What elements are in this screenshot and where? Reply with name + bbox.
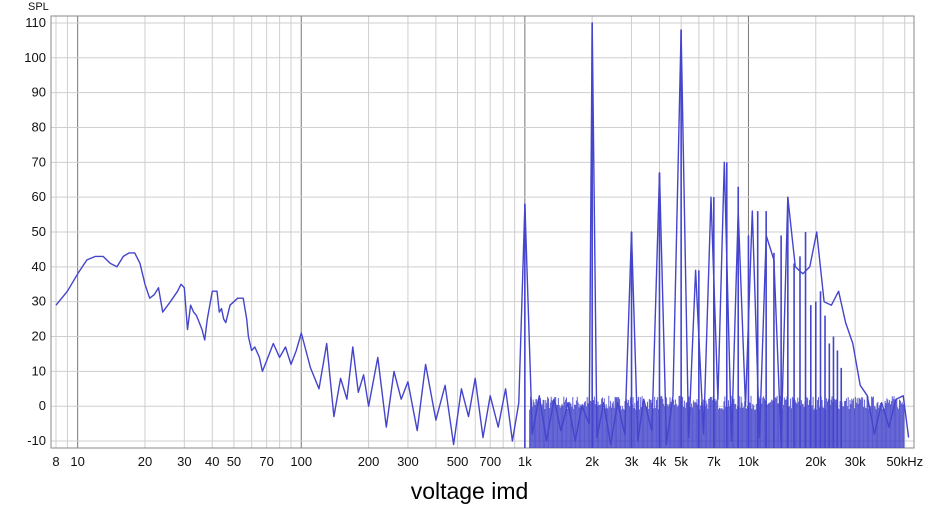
x-tick-label: 300 <box>397 454 419 469</box>
noise-floor <box>529 395 905 448</box>
chart-caption: voltage imd <box>410 478 529 504</box>
x-tick-label: 50 <box>227 454 241 469</box>
y-tick-label: 50 <box>32 224 46 239</box>
x-tick-label: 100 <box>290 454 312 469</box>
x-tick-label: 30 <box>177 454 191 469</box>
x-axis-ticks: 8 10 20 30 40 50 70 100 200 300 500 700 1k 2k 3k 4k 5k 7k… <box>52 454 923 469</box>
x-tick-label: 8 <box>52 454 59 469</box>
x-tick-label: 1k <box>518 454 532 469</box>
x-tick-label: 5k <box>674 454 688 469</box>
y-tick-label: 0 <box>39 398 46 413</box>
y-tick-label: 30 <box>32 294 46 309</box>
grid <box>51 16 914 448</box>
y-tick-label: 110 <box>25 15 46 30</box>
y-tick-label: 40 <box>32 259 46 274</box>
y-axis-label: SPL <box>28 1 49 13</box>
x-tick-label: 3k <box>625 454 639 469</box>
x-tick-label: 40 <box>205 454 219 469</box>
x-tick-label: 10 <box>70 454 84 469</box>
y-tick-label: -10 <box>27 433 46 448</box>
x-tick-label: 30k <box>845 454 866 469</box>
y-tick-label: 100 <box>24 50 46 65</box>
x-tick-label: 500 <box>447 454 469 469</box>
y-tick-label: 70 <box>32 154 46 169</box>
x-tick-label: 50kHz <box>886 454 923 469</box>
x-tick-label: 2k <box>585 454 599 469</box>
y-tick-label: 20 <box>32 329 46 344</box>
x-tick-label: 20k <box>805 454 826 469</box>
y-tick-label: 10 <box>32 363 46 378</box>
plot-frame <box>50 15 915 449</box>
x-tick-label: 700 <box>479 454 501 469</box>
x-tick-label: 7k <box>707 454 721 469</box>
y-tick-label: 90 <box>32 85 46 100</box>
x-tick-label: 200 <box>358 454 380 469</box>
plot-area <box>55 22 910 448</box>
spectrum-chart: 8 10 20 30 40 50 70 100 200 300 500 700 1k 2k 3k 4k 5k 7k… <box>24 1 923 469</box>
x-tick-label: 70 <box>259 454 273 469</box>
y-tick-label: 80 <box>32 119 46 134</box>
x-tick-label: 10k <box>738 454 759 469</box>
x-tick-label: 4k <box>653 454 667 469</box>
x-tick-label: 20 <box>138 454 152 469</box>
y-tick-label: 60 <box>32 189 46 204</box>
